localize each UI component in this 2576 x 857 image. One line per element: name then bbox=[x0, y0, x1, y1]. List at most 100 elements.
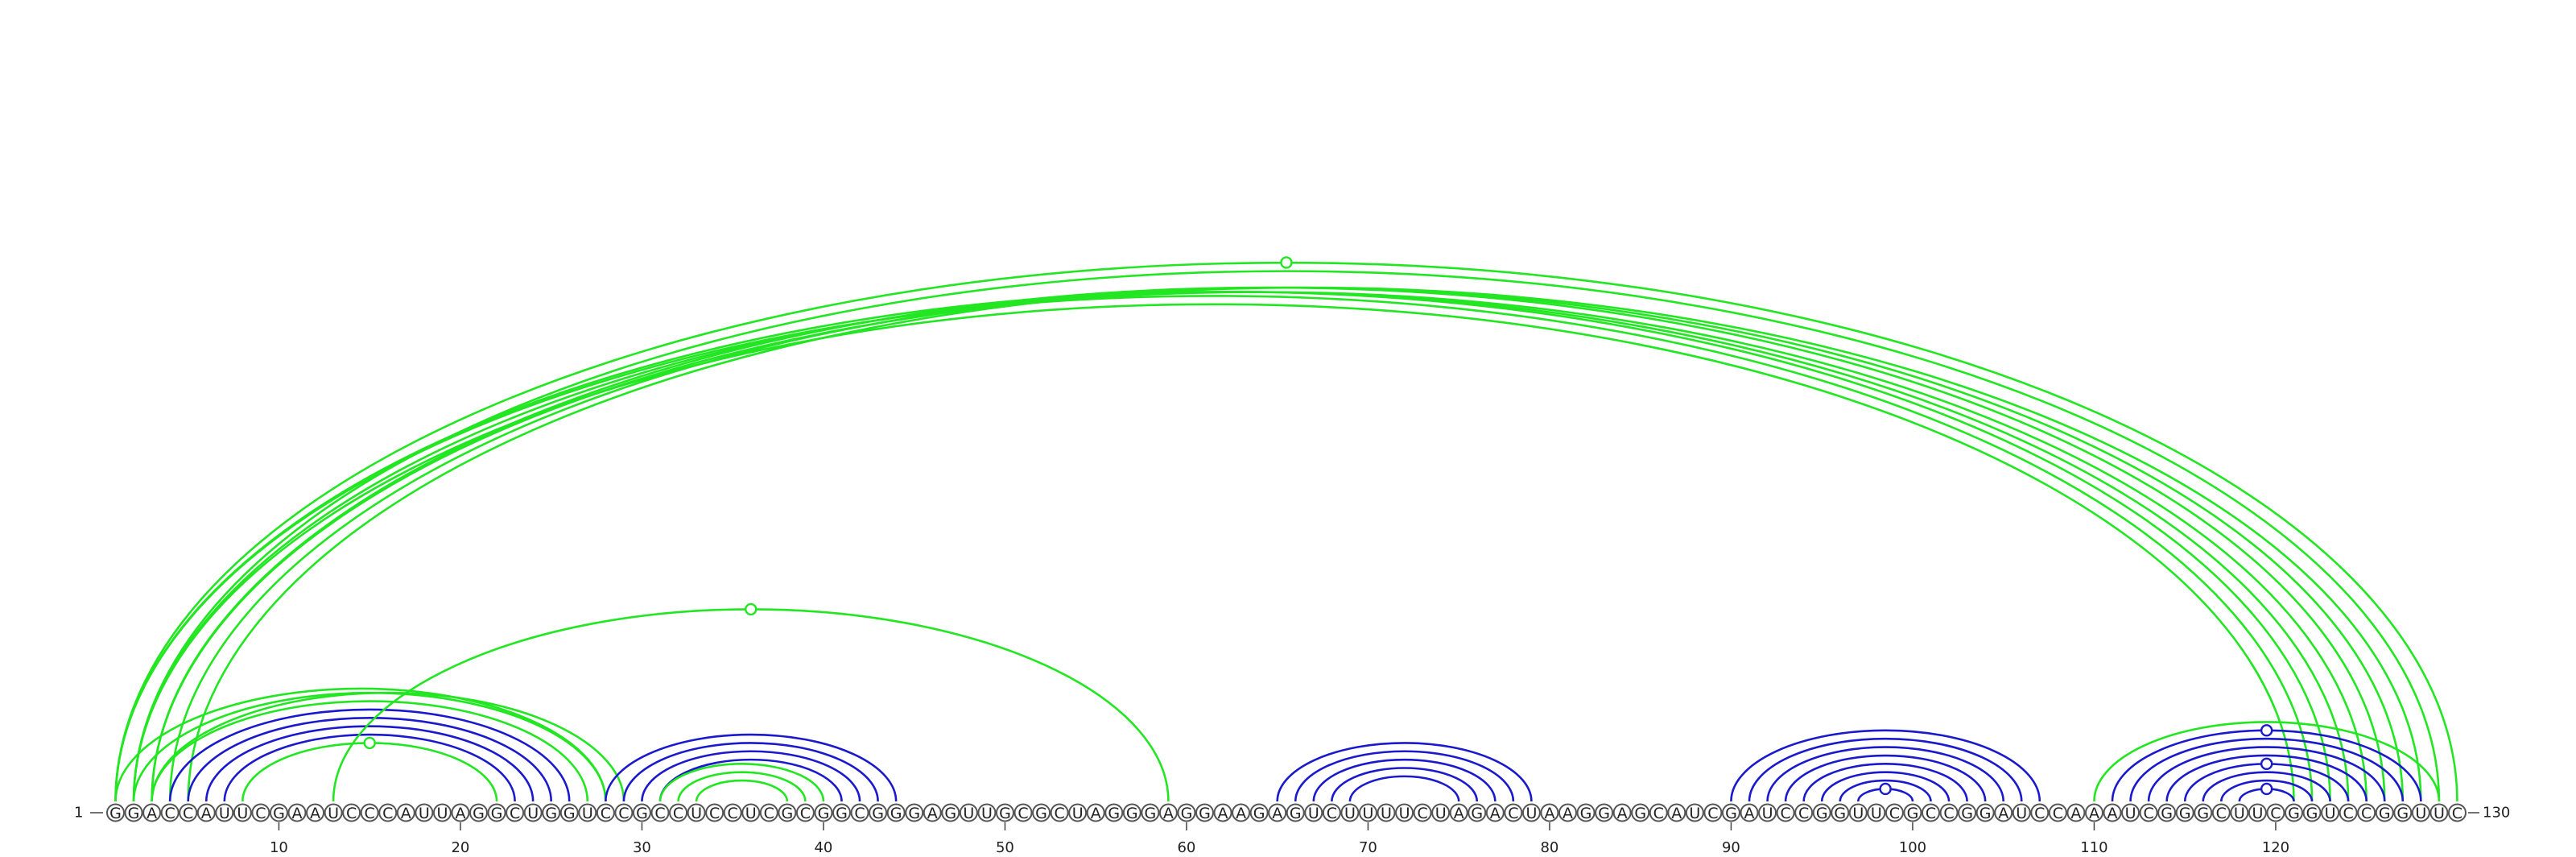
nucleotide-49-circle bbox=[977, 803, 997, 822]
nucleotide-85-circle bbox=[1631, 803, 1650, 822]
nucleotide-96-circle bbox=[1831, 803, 1850, 822]
tick-label-30: 30 bbox=[633, 839, 651, 856]
nucleotide-90-letter: G bbox=[1725, 805, 1737, 822]
nucleotide-98-circle bbox=[1867, 803, 1886, 822]
nucleotide-26-circle bbox=[559, 803, 579, 822]
nucleotide-60-circle bbox=[1177, 803, 1196, 822]
nucleotide-130-circle bbox=[2447, 803, 2467, 822]
nucleotide-10-circle bbox=[269, 803, 288, 822]
nucleotide-114-circle bbox=[2157, 803, 2177, 822]
nucleotide-46-letter: A bbox=[927, 805, 938, 822]
nucleotide-5-circle bbox=[179, 803, 198, 822]
nucleotide-110-circle bbox=[2084, 803, 2103, 822]
nucleotide-3-circle bbox=[142, 803, 162, 822]
base-pair-arc-114-125 bbox=[2165, 754, 2368, 802]
nucleotide-106-circle bbox=[2012, 803, 2031, 822]
base-pair-arc-2-121 bbox=[132, 303, 2295, 802]
position-axis: 10 20 30 40 50 60 70 80 90 100 110 120 bbox=[270, 822, 2289, 856]
nucleotide-117-letter: C bbox=[2216, 805, 2227, 822]
nucleotide-54-letter: U bbox=[1072, 805, 1084, 822]
nucleotide-45-circle bbox=[905, 803, 924, 822]
nucleotide-104-circle bbox=[1975, 803, 1995, 822]
nucleotide-86-letter: C bbox=[1653, 805, 1664, 822]
nucleotide-107-circle bbox=[2030, 803, 2050, 822]
nucleotide-105-letter: A bbox=[1998, 805, 2008, 822]
nucleotide-80-letter: A bbox=[1544, 805, 1554, 822]
nucleotide-97-circle bbox=[1848, 803, 1868, 822]
nucleotide-57-letter: G bbox=[1126, 805, 1138, 822]
nucleotide-76-circle bbox=[1468, 803, 1487, 822]
nucleotide-71-letter: U bbox=[1381, 805, 1392, 822]
nucleotide-128-circle bbox=[2411, 803, 2430, 822]
base-pair-arc-91-106 bbox=[1748, 737, 2023, 802]
nucleotide-90-circle bbox=[1721, 803, 1740, 822]
nucleotide-8-circle bbox=[233, 803, 252, 822]
nucleotide-66-letter: G bbox=[1290, 805, 1302, 822]
nucleotide-89-letter: C bbox=[1707, 805, 1718, 822]
nucleotide-81-circle bbox=[1558, 803, 1577, 822]
nucleotide-38-letter: G bbox=[781, 805, 793, 822]
base-pair-arc-2-124 bbox=[132, 290, 2350, 802]
nucleotide-95-circle bbox=[1812, 803, 1831, 822]
nucleotide-40-circle bbox=[814, 803, 833, 822]
nucleotide-71-circle bbox=[1377, 803, 1396, 822]
nucleotide-83-circle bbox=[1595, 803, 1614, 822]
nucleotide-6-circle bbox=[196, 803, 216, 822]
nucleotide-117-circle bbox=[2211, 803, 2231, 822]
base-pair-arc-28-44 bbox=[605, 733, 898, 802]
nucleotide-34-letter: C bbox=[709, 805, 720, 822]
nucleotide-95-letter: G bbox=[1816, 805, 1828, 822]
nucleotide-81-letter: A bbox=[1563, 805, 1573, 822]
nucleotide-24-letter: U bbox=[527, 805, 539, 822]
nucleotide-22-circle bbox=[487, 803, 506, 822]
nucleotide-3-letter: A bbox=[147, 805, 157, 822]
nucleotide-51-circle bbox=[1013, 803, 1033, 822]
nucleotide-26-letter: G bbox=[564, 805, 576, 822]
nucleotide-103-circle bbox=[1958, 803, 1977, 822]
base-pair-arc-96-101 bbox=[1839, 779, 1932, 802]
nucleotide-28-circle bbox=[596, 803, 615, 822]
nucleotide-96-letter: G bbox=[1834, 805, 1846, 822]
nucleotide-41-letter: G bbox=[836, 805, 848, 822]
base-pair-arc-3-29 bbox=[151, 691, 625, 802]
nucleotide-122-letter: G bbox=[2306, 805, 2318, 822]
nucleotide-72-letter: U bbox=[1399, 805, 1410, 822]
base-pair-arc-117-122 bbox=[2220, 779, 2314, 802]
nucleotide-7-letter: U bbox=[219, 805, 230, 822]
nucleotide-51-letter: C bbox=[1018, 805, 1028, 822]
nucleotide-30-letter: G bbox=[636, 805, 648, 822]
nucleotide-49-letter: U bbox=[981, 805, 993, 822]
nucleotide-83-letter: G bbox=[1598, 805, 1610, 822]
nucleotide-32-letter: C bbox=[673, 805, 683, 822]
nucleotide-21-circle bbox=[469, 803, 488, 822]
nucleotide-70-circle bbox=[1358, 803, 1377, 822]
nucleotide-112-letter: U bbox=[2125, 805, 2136, 822]
nucleotide-48-letter: U bbox=[963, 805, 974, 822]
nucleotide-18-letter: U bbox=[419, 805, 430, 822]
nucleotide-113-circle bbox=[2139, 803, 2158, 822]
nucleotide-40-letter: G bbox=[818, 805, 830, 822]
base-pair-arcs bbox=[116, 261, 2458, 802]
nucleotide-64-letter: G bbox=[1253, 805, 1265, 822]
nucleotide-111-letter: A bbox=[2107, 805, 2118, 822]
nucleotide-14-circle bbox=[342, 803, 361, 822]
nucleotide-86-circle bbox=[1649, 803, 1668, 822]
nucleotide-4-letter: C bbox=[165, 805, 175, 822]
nucleotide-11-circle bbox=[287, 803, 307, 822]
nucleotide-106-letter: U bbox=[2016, 805, 2027, 822]
nucleotide-101-circle bbox=[1922, 803, 1940, 822]
base-pair-arc-94-103 bbox=[1802, 763, 1968, 802]
nucleotide-114-letter: G bbox=[2161, 805, 2173, 822]
nucleotide-103-letter: G bbox=[1961, 805, 1973, 822]
nucleotide-59-circle bbox=[1158, 803, 1178, 822]
nucleotide-15-letter: C bbox=[365, 805, 375, 822]
nucleotide-33-letter: U bbox=[691, 805, 702, 822]
nucleotide-30-circle bbox=[632, 803, 651, 822]
nucleotide-46-circle bbox=[923, 803, 942, 822]
nucleotide-102-letter: C bbox=[1943, 805, 1954, 822]
nucleotide-35-circle bbox=[723, 803, 742, 822]
base-pair-arc-4-26 bbox=[168, 708, 571, 802]
nucleotide-74-letter: U bbox=[1435, 805, 1447, 822]
nucleotide-124-circle bbox=[2339, 803, 2358, 822]
nucleotide-118-letter: U bbox=[2234, 805, 2245, 822]
